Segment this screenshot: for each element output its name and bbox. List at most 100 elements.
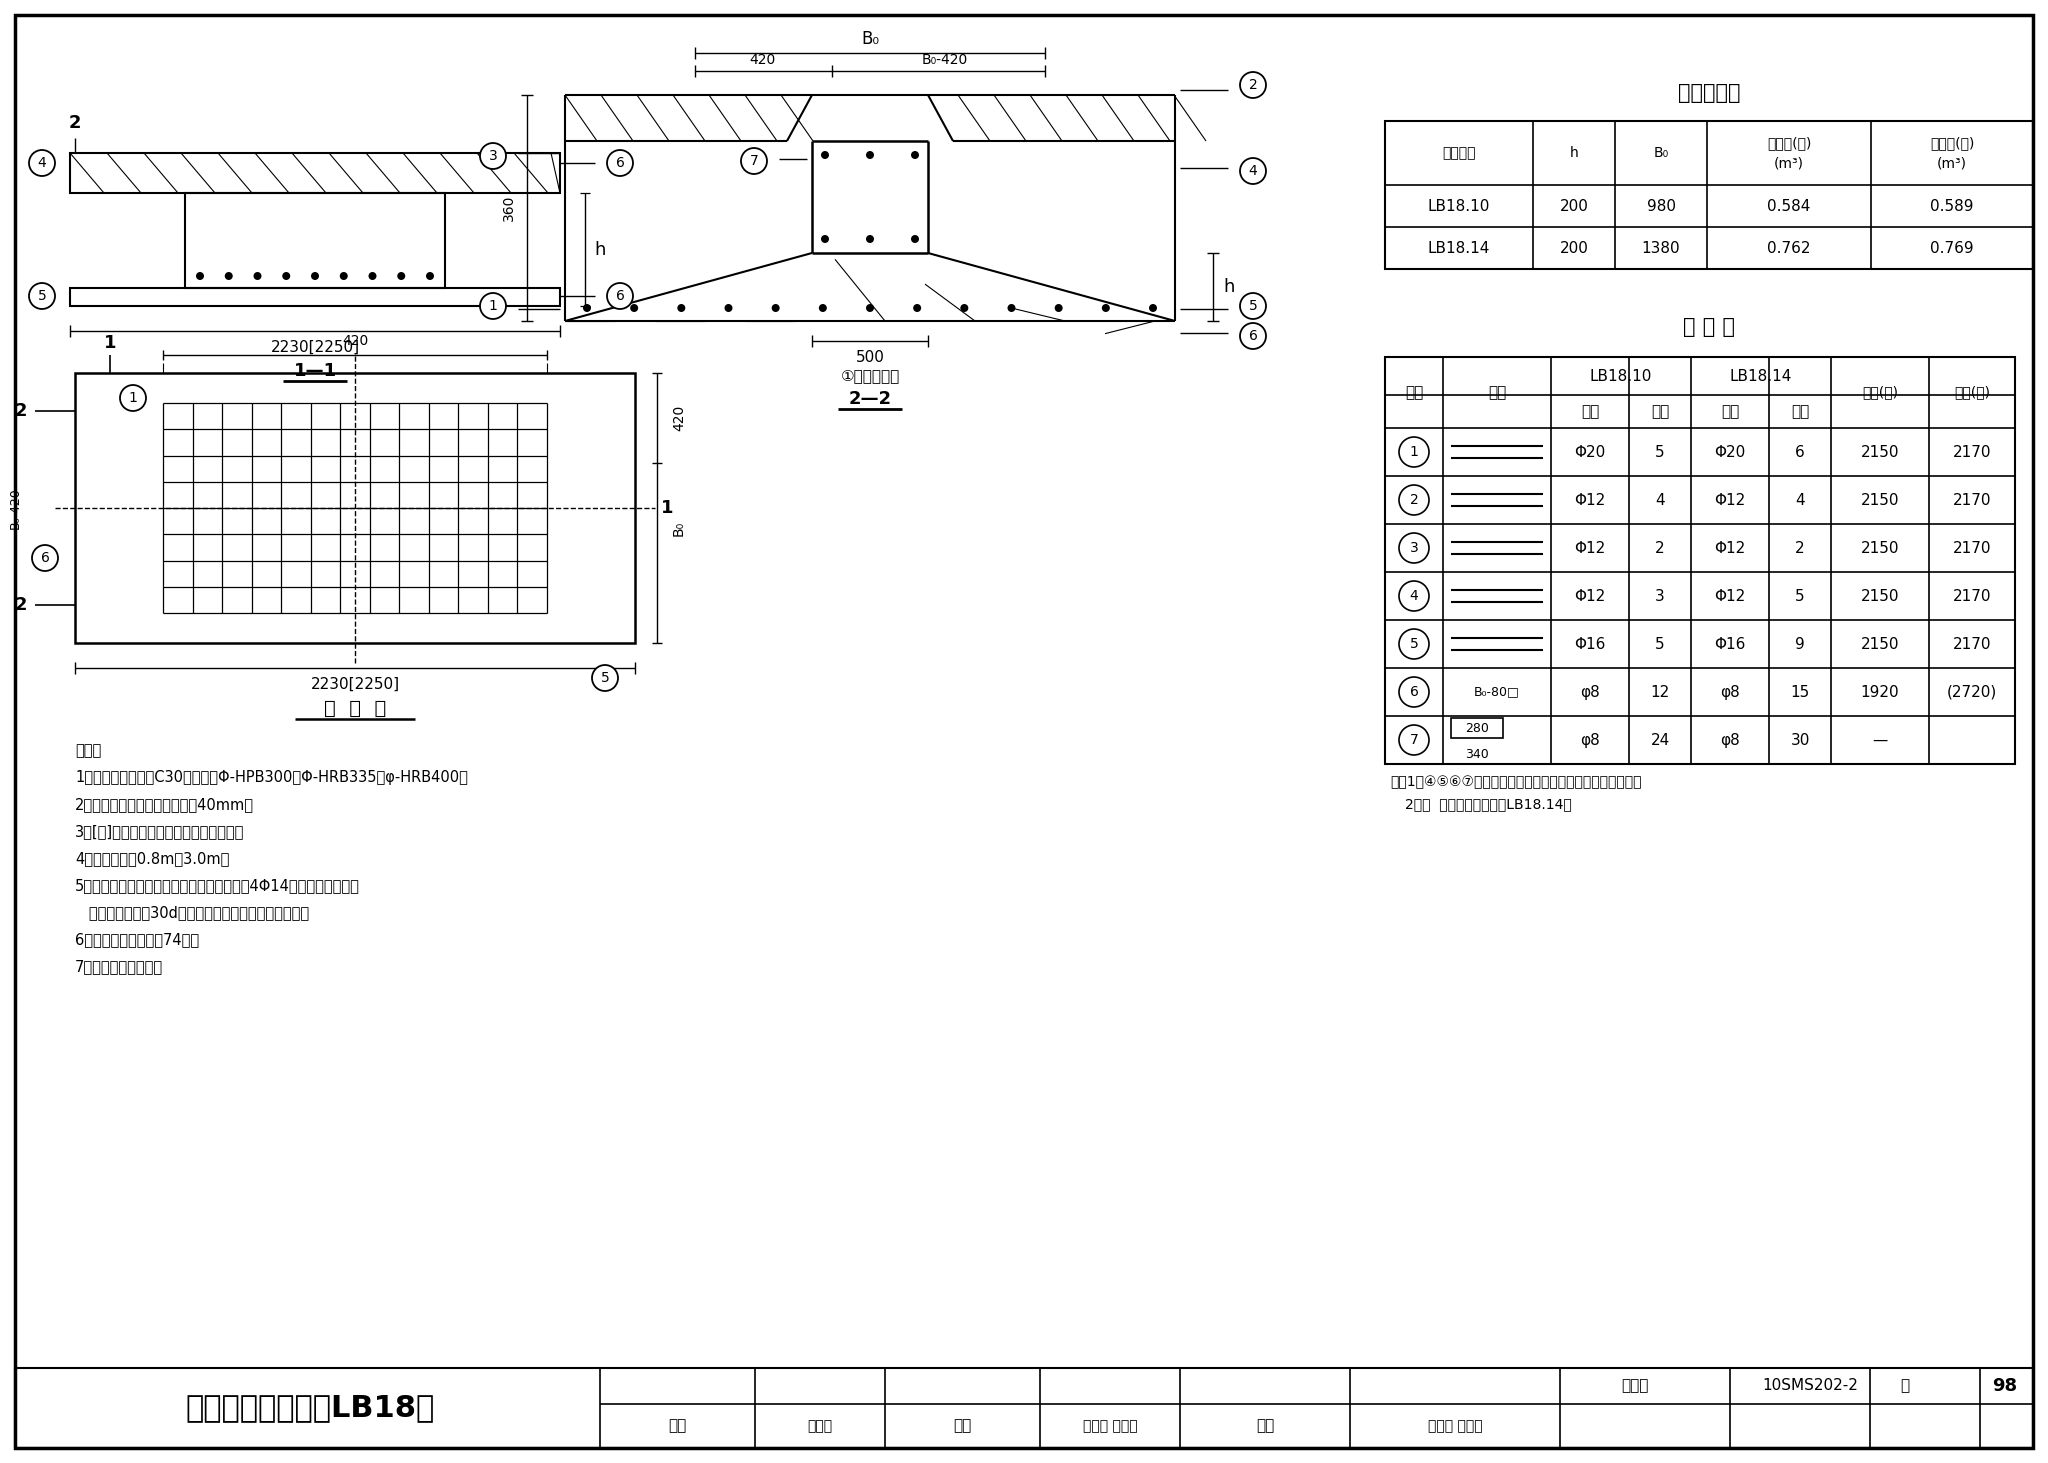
Circle shape [311,272,319,279]
Text: 980: 980 [1647,199,1675,214]
Text: 5．梁板为预制，加设吸环，吸环销筋不小于4Φ14；吸环埋入混凝土: 5．梁板为预制，加设吸环，吸环销筋不小于4Φ14；吸环埋入混凝土 [76,878,360,892]
Text: 24: 24 [1651,733,1669,748]
Text: —: — [1872,733,1888,748]
Circle shape [678,304,686,312]
Circle shape [340,272,348,279]
Text: 2．盖板销筋的混凝土保护层：40mm。: 2．盖板销筋的混凝土保护层：40mm。 [76,797,254,812]
Text: 5: 5 [1655,445,1665,459]
Circle shape [1008,304,1016,312]
Text: 7: 7 [1409,733,1419,748]
Circle shape [29,151,55,176]
Text: 15: 15 [1790,685,1810,699]
Text: 6．梁板模板图详见第74页。: 6．梁板模板图详见第74页。 [76,932,199,947]
Text: 6: 6 [1796,445,1804,459]
Text: φ8: φ8 [1720,733,1741,748]
Text: 盖板型号: 盖板型号 [1442,146,1477,159]
Text: Φ20: Φ20 [1714,445,1745,459]
Text: 盖板规格表: 盖板规格表 [1677,83,1741,102]
Bar [184,193,444,288]
Text: 1．材料：混凝土为C30；销筋：Φ-HPB300；Φ-HRB335；φ-HRB400。: 1．材料：混凝土为C30；销筋：Φ-HPB300；Φ-HRB335；φ-HRB4… [76,770,467,786]
Text: 7: 7 [750,154,758,168]
Circle shape [606,151,633,176]
Bar [14,1368,2034,1448]
Text: 设计: 设计 [1255,1419,1274,1434]
Text: 2150: 2150 [1862,636,1898,651]
Text: B₀-80□: B₀-80□ [1475,686,1520,698]
Text: 420: 420 [672,405,686,432]
Bar [1450,718,1503,737]
Text: (m³): (m³) [1937,157,1966,170]
Circle shape [1239,158,1266,184]
Circle shape [283,272,291,279]
Text: 2: 2 [70,114,82,132]
Text: 直径: 直径 [1581,404,1599,418]
Circle shape [606,282,633,309]
Circle shape [121,385,145,411]
Circle shape [1239,293,1266,319]
Text: 王长祥: 王长祥 [807,1419,834,1432]
Text: 2230[2250]: 2230[2250] [270,339,360,354]
Text: 2: 2 [1249,78,1257,92]
Text: 5: 5 [1655,636,1665,651]
Text: 360: 360 [502,195,516,221]
Text: 200: 200 [1561,240,1589,256]
Text: 4: 4 [37,157,47,170]
Circle shape [866,304,874,312]
Text: B₀-420: B₀-420 [8,487,20,530]
Text: 3．[　]中数值用于石牀体矩形管道盖板。: 3．[ ]中数值用于石牀体矩形管道盖板。 [76,824,244,838]
Circle shape [821,236,829,243]
Text: Φ16: Φ16 [1714,636,1745,651]
Text: 形式: 形式 [1489,385,1505,399]
Circle shape [29,282,55,309]
Text: 长度(石): 长度(石) [1954,385,1991,399]
Circle shape [426,272,434,279]
Text: LB18.10: LB18.10 [1589,369,1653,383]
Text: LB18.14: LB18.14 [1427,240,1491,256]
Text: Φ12: Φ12 [1575,540,1606,556]
Circle shape [584,304,592,312]
Text: 2150: 2150 [1862,445,1898,459]
Circle shape [479,293,506,319]
Text: 2170: 2170 [1952,540,1991,556]
Text: 4．设计覆土：0.8m～3.0m。: 4．设计覆土：0.8m～3.0m。 [76,851,229,866]
Text: 0.762: 0.762 [1767,240,1810,256]
Text: 2: 2 [1409,493,1419,508]
Circle shape [866,151,874,159]
Text: 5: 5 [600,672,610,685]
Text: 4: 4 [1655,493,1665,508]
Text: 1—1: 1—1 [293,361,336,380]
Text: 检查井梁板配筋（LB18）: 检查井梁板配筋（LB18） [186,1393,434,1422]
Text: h: h [1223,278,1235,296]
Bar [70,288,559,306]
Text: 1: 1 [489,298,498,313]
Circle shape [821,151,829,159]
Circle shape [1399,533,1430,563]
Text: (2720): (2720) [1948,685,1997,699]
Circle shape [1399,581,1430,612]
Bar [76,373,635,644]
Circle shape [1102,304,1110,312]
Text: φ8: φ8 [1581,685,1599,699]
Text: h: h [1569,146,1579,159]
Text: B₀: B₀ [860,31,879,48]
Circle shape [631,304,639,312]
Text: 9: 9 [1796,636,1804,651]
Circle shape [397,272,406,279]
Text: 长度(砖): 长度(砖) [1862,385,1898,399]
Text: 2—2: 2—2 [848,391,891,408]
Text: 2170: 2170 [1952,493,1991,508]
Circle shape [1055,304,1063,312]
Circle shape [725,304,733,312]
Text: 混凝土(砖): 混凝土(砖) [1767,136,1810,151]
Text: 6: 6 [616,157,625,170]
Text: 420: 420 [750,53,774,67]
Text: 1: 1 [104,334,117,353]
Circle shape [866,236,874,243]
Text: 钢 筋 表: 钢 筋 表 [1683,317,1735,336]
Circle shape [913,304,922,312]
Text: 5: 5 [1249,298,1257,313]
Text: 280: 280 [1464,721,1489,734]
Text: 1: 1 [129,391,137,405]
Text: 4: 4 [1796,493,1804,508]
Text: 1380: 1380 [1642,240,1679,256]
